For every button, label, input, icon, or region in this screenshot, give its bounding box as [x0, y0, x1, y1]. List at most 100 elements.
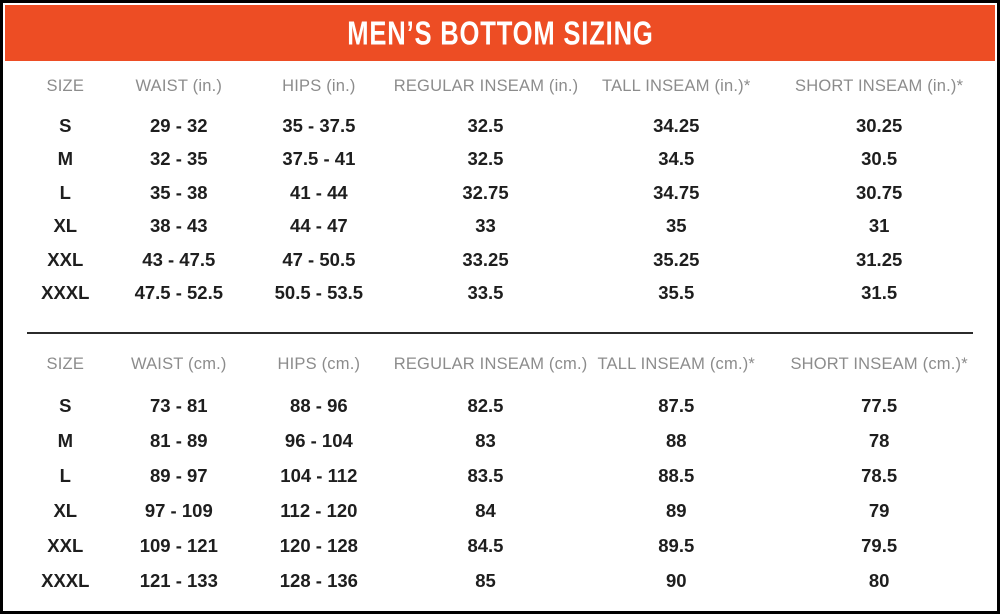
value-cell: 31.5 [861, 282, 898, 304]
value-cell: 37.5 - 41 [282, 148, 356, 170]
value-cell: 32.5 [467, 114, 504, 136]
column-header: REGULAR INSEAM (cm.) [393, 355, 588, 373]
value-cell: 38 - 43 [149, 215, 208, 237]
value-cell: 35 [665, 215, 687, 237]
value-cell: 82.5 [467, 394, 504, 416]
size-cell: S [59, 114, 72, 136]
value-cell: 83 [475, 429, 496, 451]
value-cell: 30.5 [861, 148, 898, 170]
column-header: HIPS (in.) [282, 77, 356, 95]
value-cell: 89.5 [658, 534, 695, 556]
column-header: SIZE [46, 355, 85, 373]
column-header: TALL INSEAM (cm.)* [597, 355, 756, 373]
value-cell: 88 [665, 429, 687, 451]
value-cell: 97 - 109 [144, 499, 213, 521]
table-row: XXL 43 - 47.5 47 - 50.5 33.25 35.25 31.25 [17, 243, 983, 277]
size-cell: XL [53, 215, 78, 237]
value-cell: 33 [475, 215, 496, 237]
value-cell: 109 - 121 [139, 534, 218, 556]
value-cell: 96 - 104 [284, 429, 353, 451]
value-cell: 34.75 [653, 181, 700, 203]
size-cell: M [57, 429, 73, 451]
value-cell: 79.5 [861, 534, 898, 556]
value-cell: 32 - 35 [149, 148, 208, 170]
value-cell: 80 [868, 569, 890, 591]
value-cell: 44 - 47 [290, 215, 348, 237]
value-cell: 34.5 [658, 148, 695, 170]
value-cell: 41 - 44 [290, 181, 348, 203]
value-cell: 77.5 [861, 394, 898, 416]
value-cell: 73 - 81 [149, 394, 208, 416]
value-cell: 104 - 112 [280, 464, 358, 486]
table-divider [27, 332, 973, 334]
value-cell: 47 - 50.5 [282, 248, 356, 270]
size-cell: XXL [47, 534, 84, 556]
column-header: HIPS (cm.) [277, 355, 361, 373]
value-cell: 33.25 [462, 248, 509, 270]
table-row: M 32 - 35 37.5 - 41 32.5 34.5 30.5 [17, 143, 983, 177]
table-row: XXL 109 - 121 120 - 128 84.5 89.5 79.5 [17, 528, 983, 563]
value-cell: 30.75 [855, 181, 903, 203]
value-cell: 112 - 120 [280, 499, 358, 521]
value-cell: 81 - 89 [149, 429, 208, 451]
value-cell: 120 - 128 [279, 534, 358, 556]
value-cell: 121 - 133 [139, 569, 218, 591]
size-cell: XXXL [41, 282, 90, 304]
value-cell: 29 - 32 [149, 114, 208, 136]
table-row: S 29 - 32 35 - 37.5 32.5 34.25 30.25 [17, 109, 983, 143]
column-header: WAIST (cm.) [130, 355, 227, 373]
column-header: SHORT INSEAM (in.)* [795, 77, 964, 95]
value-cell: 84.5 [467, 534, 504, 556]
value-cell: 35.5 [658, 282, 695, 304]
value-cell: 43 - 47.5 [142, 248, 216, 270]
value-cell: 78.5 [861, 464, 898, 486]
table-row: M 81 - 89 96 - 104 83 88 78 [17, 423, 983, 458]
value-cell: 47.5 - 52.5 [134, 282, 224, 304]
size-cell: M [57, 148, 73, 170]
value-cell: 88 - 96 [290, 394, 348, 416]
page-title: MEN’S BOTTOM SIZING [346, 13, 654, 52]
size-cell: L [59, 464, 71, 486]
value-cell: 31.25 [855, 248, 903, 270]
value-cell: 79 [868, 499, 890, 521]
size-cell: XXL [47, 248, 84, 270]
table-row: XL 97 - 109 112 - 120 84 89 79 [17, 493, 983, 528]
inches-table: SIZE WAIST (in.) HIPS (in.) REGULAR INSEAM … [17, 61, 983, 310]
value-cell: 87.5 [658, 394, 695, 416]
value-cell: 78 [868, 429, 890, 451]
value-cell: 32.75 [462, 181, 509, 203]
tables-container: SIZE WAIST (in.) HIPS (in.) REGULAR INSEAM … [5, 61, 995, 598]
size-cell: L [59, 181, 71, 203]
value-cell: 30.25 [855, 114, 903, 136]
chart-title-banner: MEN’S BOTTOM SIZING [5, 5, 995, 61]
value-cell: 31 [868, 215, 890, 237]
value-cell: 128 - 136 [279, 569, 358, 591]
table-row: L 35 - 38 41 - 44 32.75 34.75 30.75 [17, 176, 983, 210]
table-row: XXXL 47.5 - 52.5 50.5 - 53.5 33.5 35.5 31.5 [17, 277, 983, 311]
header-row: SIZE WAIST (in.) HIPS (in.) REGULAR INSEAM … [17, 61, 983, 109]
value-cell: 85 [475, 569, 496, 591]
value-cell: 84 [475, 499, 496, 521]
centimeters-table: SIZE WAIST (cm.) HIPS (cm.) REGULAR INSEAM … [17, 334, 983, 598]
value-cell: 32.5 [467, 148, 504, 170]
table-row: XL 38 - 43 44 - 47 33 35 31 [17, 210, 983, 244]
header-row: SIZE WAIST (cm.) HIPS (cm.) REGULAR INSEAM … [17, 334, 983, 388]
column-header: REGULAR INSEAM (in.) [393, 77, 579, 95]
column-header: SIZE [46, 77, 85, 95]
size-cell: XXXL [41, 569, 90, 591]
table-row: XXXL 121 - 133 128 - 136 85 90 80 [17, 563, 983, 598]
value-cell: 83.5 [467, 464, 504, 486]
value-cell: 89 - 97 [149, 464, 208, 486]
value-cell: 35.25 [653, 248, 700, 270]
column-header: WAIST (in.) [135, 77, 223, 95]
value-cell: 34.25 [653, 114, 700, 136]
value-cell: 35 - 38 [149, 181, 208, 203]
column-header: SHORT INSEAM (cm.)* [790, 355, 968, 373]
value-cell: 89 [665, 499, 687, 521]
table-row: L 89 - 97 104 - 112 83.5 88.5 78.5 [17, 458, 983, 493]
table-row: S 73 - 81 88 - 96 82.5 87.5 77.5 [17, 388, 983, 423]
size-cell: S [59, 394, 72, 416]
value-cell: 33.5 [467, 282, 504, 304]
value-cell: 90 [665, 569, 687, 591]
